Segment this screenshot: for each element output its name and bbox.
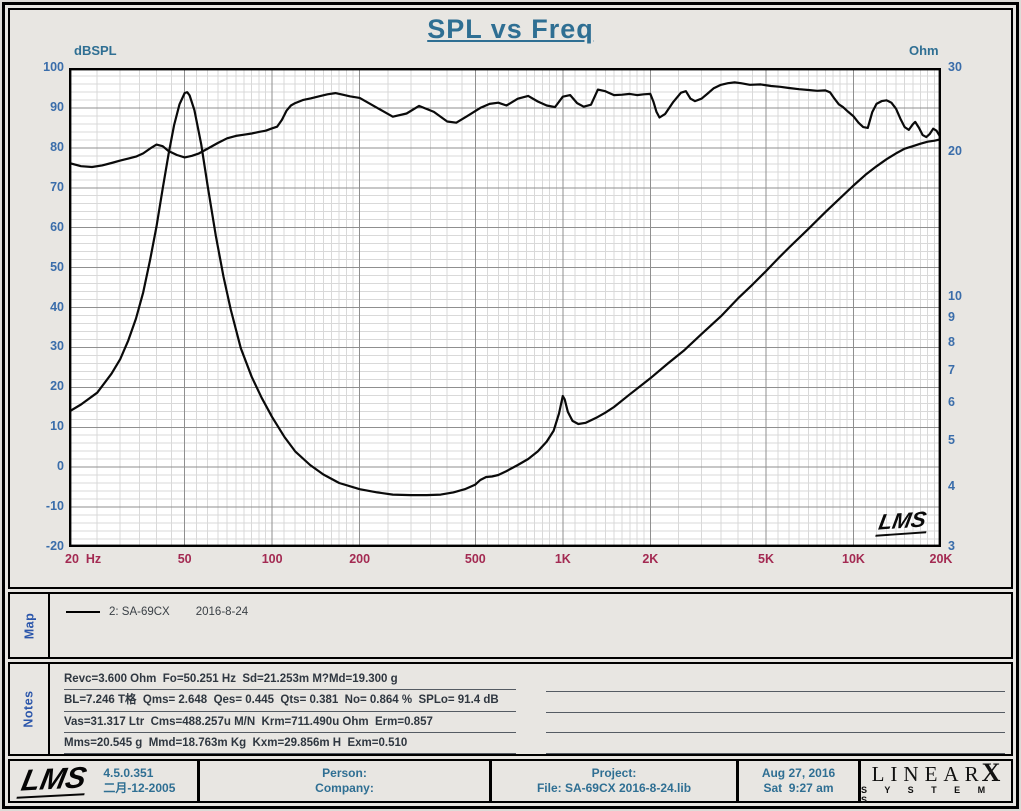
person-label: Person: xyxy=(322,766,367,780)
axis-tick-label: 10K xyxy=(842,552,865,566)
axis-tick-label: 5K xyxy=(758,552,774,566)
notes-empty-column xyxy=(546,671,1005,754)
time-text: Sat 9:27 am xyxy=(763,781,834,795)
axis-tick-label: 30 xyxy=(50,339,64,354)
legend-curve-name: 2: SA-69CX xyxy=(109,606,170,618)
axis-tick-label: 1K xyxy=(554,552,571,566)
axis-tick-label: 20 xyxy=(50,379,64,394)
axis-tick-label: 30 xyxy=(948,60,962,74)
legend-item: 2: SA-69CX 2016-8-24 xyxy=(66,606,248,618)
chart-title: SPL vs Freq xyxy=(427,14,594,44)
date-text: Aug 27, 2016 xyxy=(761,766,836,780)
axis-tick-label: 60 xyxy=(50,219,64,234)
axis-tick-label: -20 xyxy=(45,539,64,553)
axis-tick-label: 20 Hz xyxy=(65,552,102,566)
version-date: 二月-12-2005 xyxy=(103,781,176,795)
version-cell: LMS 4.5.0.351 二月-12-2005 xyxy=(10,761,200,801)
right-axis-unit-label: Ohm xyxy=(909,43,939,58)
project-cell: Project: File: SA-69CX 2016-8-24.lib xyxy=(492,761,739,801)
notes-panel-body: Revc=3.600 Ohm Fo=50.251 Hz Sd=21.253m M… xyxy=(50,664,1011,754)
linearx-name: LINEAR xyxy=(871,761,985,786)
map-panel: Map 2: SA-69CX 2016-8-24 xyxy=(8,592,1013,659)
axis-tick-label: 40 xyxy=(50,299,64,314)
notes-parameter-column: Revc=3.600 Ohm Fo=50.251 Hz Sd=21.253m M… xyxy=(64,669,516,754)
map-panel-body: 2: SA-69CX 2016-8-24 xyxy=(50,594,1011,657)
spl-impedance-plot xyxy=(69,68,941,547)
notes-empty-line xyxy=(546,713,1005,734)
notes-label-text: Notes xyxy=(21,690,36,728)
axis-tick-label: 7 xyxy=(948,362,955,377)
left-axis-unit-label: dBSPL xyxy=(74,43,117,58)
linearx-logo: LINEAR X S Y S T E M S xyxy=(861,758,1011,805)
axis-tick-label: -10 xyxy=(45,499,64,514)
linearx-systems-text: S Y S T E M S xyxy=(861,784,993,805)
axis-tick-label: 0 xyxy=(57,459,64,474)
axis-tick-label: 50 xyxy=(177,552,192,566)
axis-tick-label: 10 xyxy=(948,288,962,303)
datetime-cell: Aug 27, 2016 Sat 9:27 am xyxy=(739,761,861,801)
notes-empty-line xyxy=(546,671,1005,692)
person-cell: Person: Company: xyxy=(200,761,492,801)
axis-tick-label: 90 xyxy=(50,99,64,114)
notes-panel-label: Notes xyxy=(10,664,50,754)
axis-tick-label: 100 xyxy=(43,60,64,74)
lms-watermark-logo: LMS xyxy=(875,506,932,537)
axis-tick-label: 20 xyxy=(948,144,962,159)
axis-tick-label: 6 xyxy=(948,394,955,409)
lms-logo: LMS xyxy=(16,761,91,799)
axis-tick-label: 4 xyxy=(948,479,955,494)
notes-line: Mms=20.545 g Mmd=18.763m Kg Kxm=29.856m … xyxy=(64,733,516,754)
notes-panel: Notes Revc=3.600 Ohm Fo=50.251 Hz Sd=21.… xyxy=(8,662,1013,756)
legend-curve-date: 2016-8-24 xyxy=(195,606,249,618)
axis-tick-label: 500 xyxy=(464,552,486,566)
legend-line-swatch xyxy=(66,611,100,613)
map-panel-label: Map xyxy=(10,594,50,657)
chart-panel: SPL vs Freq dBSPL Ohm 100 90 80 70 60 50 40 30 2… xyxy=(8,8,1013,589)
axis-tick-label: 3 xyxy=(948,539,955,553)
axis-tick-label: 200 xyxy=(349,552,371,566)
notes-empty-line xyxy=(546,692,1005,713)
axis-tick-label: 9 xyxy=(948,310,955,325)
notes-empty-line xyxy=(546,733,1005,754)
axis-tick-label: 10 xyxy=(50,419,64,434)
version-number: 4.5.0.351 xyxy=(103,766,154,780)
linearx-x: X xyxy=(981,757,1001,787)
notes-line: Vas=31.317 Ltr Cms=488.257u M/N Krm=711.… xyxy=(64,712,516,733)
axis-tick-label: 5 xyxy=(948,432,955,447)
status-bar: LMS 4.5.0.351 二月-12-2005 Person: Company… xyxy=(8,758,1013,805)
company-label: Company: xyxy=(315,781,374,795)
axis-tick-label: 100 xyxy=(261,552,283,566)
project-label: Project: xyxy=(591,766,637,780)
axis-tick-label: 8 xyxy=(948,334,955,349)
file-label: File: SA-69CX 2016-8-24.lib xyxy=(536,781,692,795)
axis-tick-label: 80 xyxy=(50,139,64,154)
notes-line: BL=7.246 T格 Qms= 2.648 Qes= 0.445 Qts= 0… xyxy=(64,690,516,712)
version-block: 4.5.0.351 二月-12-2005 xyxy=(103,766,175,796)
notes-line: Revc=3.600 Ohm Fo=50.251 Hz Sd=21.253m M… xyxy=(64,669,516,691)
linearx-wordmark: LINEAR X xyxy=(872,758,1001,788)
axis-tick-label: 50 xyxy=(50,259,64,274)
axis-tick-label: 20K xyxy=(929,552,953,566)
axis-tick-label: 70 xyxy=(50,179,64,194)
map-label-text: Map xyxy=(22,612,36,639)
axis-tick-label: 2K xyxy=(642,552,659,566)
